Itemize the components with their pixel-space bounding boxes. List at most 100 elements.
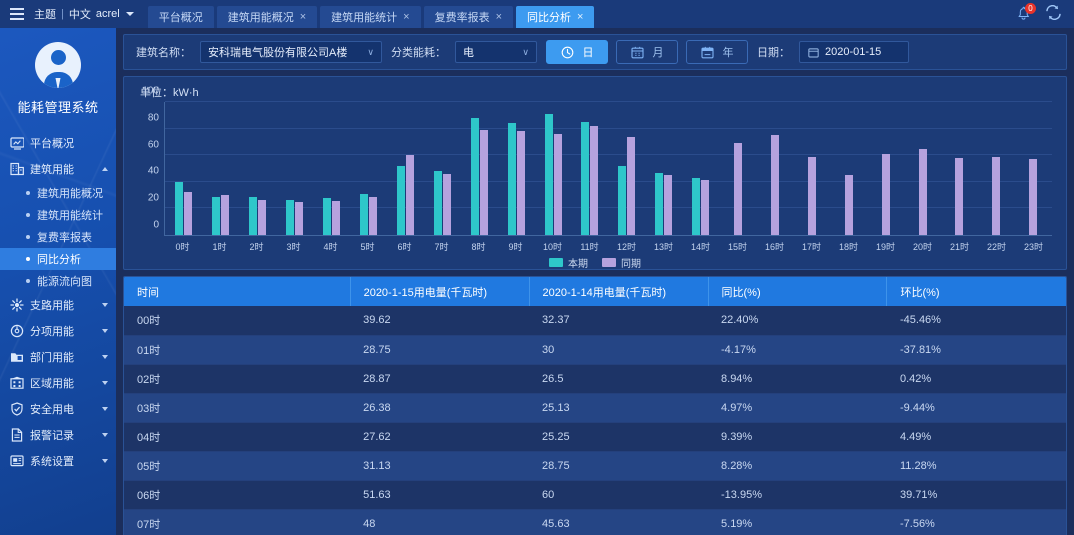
bell-icon[interactable]: 0 (1016, 3, 1036, 22)
bar-group[interactable] (461, 102, 498, 235)
bar-current[interactable] (285, 199, 294, 235)
table-row[interactable]: 06时 51.63 60 -13.95% 39.71% (124, 480, 1066, 510)
table-row[interactable]: 07时 48 45.63 5.19% -7.56% (124, 509, 1066, 535)
bar-group[interactable] (387, 102, 424, 235)
bar-previous[interactable] (1029, 159, 1038, 235)
tab-0[interactable]: 平台概况 (147, 6, 214, 28)
user-label[interactable]: acrel (95, 8, 120, 20)
bar-group[interactable] (202, 102, 239, 235)
bar-current[interactable] (655, 172, 664, 235)
bar-current[interactable] (322, 198, 331, 235)
bar-previous[interactable] (664, 175, 673, 235)
bar-group[interactable] (276, 102, 313, 235)
close-icon[interactable]: × (577, 10, 584, 23)
bar-group[interactable] (535, 102, 572, 235)
bar-group[interactable] (165, 102, 202, 235)
tab-3[interactable]: 复费率报表 × (423, 6, 514, 28)
hamburger-icon[interactable] (0, 0, 34, 28)
column-header-0[interactable]: 时间 (124, 277, 351, 306)
bar-group[interactable] (608, 102, 645, 235)
bar-group[interactable] (941, 102, 978, 235)
bar-previous[interactable] (516, 131, 525, 235)
sidebar-item-8[interactable]: 系统设置 (0, 448, 116, 474)
tab-2[interactable]: 建筑用能统计 × (320, 6, 421, 28)
bar-group[interactable] (645, 102, 682, 235)
bar-previous[interactable] (479, 129, 488, 235)
tab-1[interactable]: 建筑用能概况 × (216, 6, 318, 28)
period-button-month[interactable]: 月 (616, 40, 678, 64)
bar-group[interactable] (424, 102, 461, 235)
bar-current[interactable] (581, 121, 590, 235)
bar-group[interactable] (571, 102, 608, 235)
table-row[interactable]: 05时 31.13 28.75 8.28% 11.28% (124, 451, 1066, 481)
column-header-4[interactable]: 环比(%) (886, 277, 1066, 306)
table-row[interactable]: 00时 39.62 32.37 22.40% -45.46% (124, 306, 1066, 336)
sidebar-subitem-0[interactable]: 建筑用能概况 (0, 182, 116, 204)
bar-group[interactable] (239, 102, 276, 235)
building-select[interactable]: 安科瑞电气股份有限公司A楼 ∨ (200, 41, 382, 63)
sidebar-item-5[interactable]: 区域用能 (0, 370, 116, 396)
sidebar-subitem-3[interactable]: 同比分析 (0, 248, 116, 270)
bar-previous[interactable] (405, 155, 414, 235)
column-header-1[interactable]: 2020-1-15用电量(千瓦时) (350, 277, 530, 306)
bar-group[interactable] (793, 102, 830, 235)
bar-current[interactable] (470, 117, 479, 235)
sidebar-item-1[interactable]: 建筑用能 (0, 156, 116, 182)
bar-group[interactable] (904, 102, 941, 235)
legend-item-1[interactable]: 同期 (602, 255, 641, 270)
bar-previous[interactable] (257, 199, 266, 235)
table-row[interactable]: 04时 27.62 25.25 9.39% 4.49% (124, 422, 1066, 452)
chevron-down-icon[interactable] (125, 12, 134, 16)
bar-current[interactable] (174, 182, 183, 235)
bar-group[interactable] (756, 102, 793, 235)
bar-current[interactable] (396, 166, 405, 235)
bar-current[interactable] (618, 165, 627, 235)
bar-group[interactable] (867, 102, 904, 235)
period-button-day[interactable]: 日 (546, 40, 608, 64)
bar-previous[interactable] (553, 133, 562, 235)
bar-previous[interactable] (442, 174, 451, 235)
bar-group[interactable] (830, 102, 867, 235)
bar-current[interactable] (211, 196, 220, 235)
bar-previous[interactable] (590, 125, 599, 235)
table-row[interactable]: 02时 28.87 26.5 8.94% 0.42% (124, 364, 1066, 394)
legend-item-0[interactable]: 本期 (549, 255, 588, 270)
bar-group[interactable] (313, 102, 350, 235)
category-select[interactable]: 电 ∨ (455, 41, 537, 63)
theme-label[interactable]: 主题 (34, 9, 56, 21)
sidebar-item-7[interactable]: 报警记录 (0, 422, 116, 448)
table-row[interactable]: 01时 28.75 30 -4.17% -37.81% (124, 335, 1066, 365)
refresh-icon[interactable] (1045, 4, 1062, 23)
sidebar-item-6[interactable]: 安全用电 (0, 396, 116, 422)
bar-current[interactable] (507, 123, 516, 235)
column-header-3[interactable]: 同比(%) (708, 277, 888, 306)
bar-current[interactable] (433, 171, 442, 235)
bar-current[interactable] (248, 196, 257, 235)
close-icon[interactable]: × (495, 10, 503, 23)
sidebar-subitem-4[interactable]: 能源流向图 (0, 270, 116, 292)
bar-current[interactable] (692, 177, 701, 235)
bar-previous[interactable] (294, 201, 303, 235)
sidebar-subitem-1[interactable]: 建筑用能统计 (0, 204, 116, 226)
bar-group[interactable] (350, 102, 387, 235)
bar-previous[interactable] (183, 191, 192, 235)
sidebar-item-0[interactable]: 平台概况 (0, 130, 116, 156)
period-button-year[interactable]: 年 (686, 40, 748, 64)
bar-current[interactable] (544, 113, 553, 235)
close-icon[interactable]: × (403, 10, 410, 23)
table-row[interactable]: 03时 26.38 25.13 4.97% -9.44% (124, 393, 1066, 423)
bar-current[interactable] (359, 193, 368, 235)
bar-group[interactable] (978, 102, 1015, 235)
bar-previous[interactable] (220, 195, 229, 235)
bar-previous[interactable] (770, 135, 779, 235)
sidebar-item-3[interactable]: 分项用能 (0, 318, 116, 344)
bar-previous[interactable] (701, 180, 710, 235)
bar-previous[interactable] (955, 157, 964, 235)
bar-previous[interactable] (992, 156, 1001, 235)
bar-group[interactable] (498, 102, 535, 235)
bar-group[interactable] (682, 102, 719, 235)
column-header-2[interactable]: 2020-1-14用电量(千瓦时) (529, 277, 709, 306)
sidebar-subitem-2[interactable]: 复费率报表 (0, 226, 116, 248)
date-input[interactable]: 2020-01-15 (799, 41, 909, 63)
bar-previous[interactable] (807, 156, 816, 235)
